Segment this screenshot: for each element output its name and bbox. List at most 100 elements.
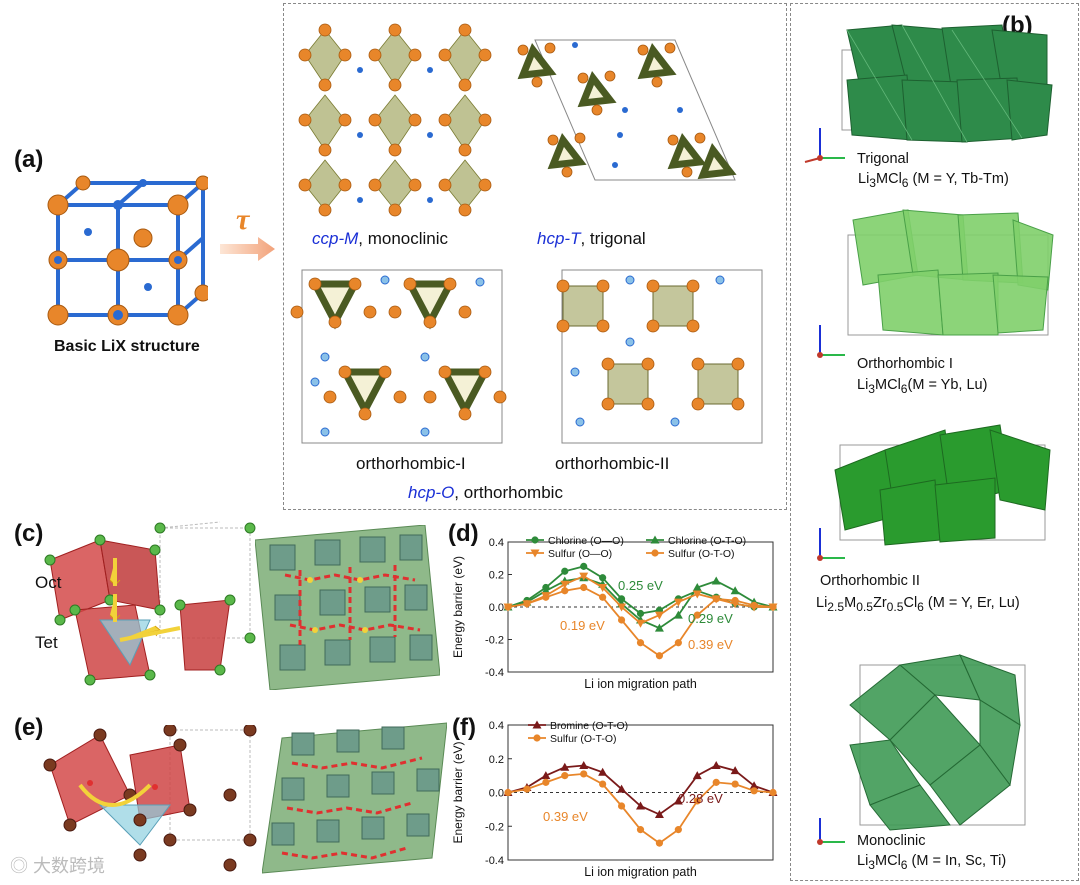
data-point [673, 610, 683, 619]
y-tick-label: -0.4 [485, 667, 504, 679]
panel-label-c: (c) [14, 520, 44, 547]
barrier-annotation: 0.29 eV [688, 611, 733, 626]
panel-a-structures-box [283, 3, 787, 510]
data-point [542, 593, 550, 601]
x-axis-label: Li ion migration path [584, 677, 697, 691]
panel-label-f: (f) [452, 714, 476, 741]
ccp-m-caption: ccp-M, monoclinic [312, 229, 449, 248]
data-point [674, 639, 682, 647]
hcp-o-caption: hcp-O, orthorhombic [408, 483, 563, 502]
series-1 [504, 770, 777, 847]
data-point [712, 595, 720, 603]
data-point [693, 797, 701, 805]
axes-icon-3 [817, 528, 845, 561]
legend-entry: Sulfur (O—O) [548, 548, 612, 560]
y-tick-label: -0.2 [485, 821, 504, 833]
data-point [636, 801, 645, 810]
orthorhombic-ii-formula: Li2.5M0.5Zr0.5Cl6 (M = Y, Er, Lu) [816, 595, 1020, 614]
axes-icon-1 [804, 128, 845, 163]
data-point [636, 826, 645, 834]
y-axis-label: Energy barrier (eV) [451, 741, 465, 843]
data-point [749, 781, 759, 790]
basic-lix-caption: Basic LiX structure [54, 338, 200, 355]
data-point [693, 611, 701, 619]
y-tick-label: 0.4 [489, 720, 504, 732]
data-point [711, 761, 721, 769]
data-point [561, 772, 569, 780]
data-point [561, 587, 569, 595]
monoclinic-formula: Li3MCl6 (M = In, Sc, Ti) [857, 853, 1007, 872]
trigonal-structure-image [841, 24, 1053, 143]
trigonal-label: Trigonal [857, 151, 909, 167]
axes-icon-4 [817, 818, 845, 845]
oct-tet-diagram-image [44, 521, 256, 686]
data-point [712, 778, 720, 786]
chlorine-migration-network-image [255, 525, 440, 690]
data-point [654, 611, 664, 620]
energy-barrier-chart-f: 0.4 0.2 0.0 -0.2 -0.4 Energy barrier (eV) Li i… [451, 720, 778, 879]
legend-entry: Bromine (O-T-O) [550, 720, 628, 732]
data-point [560, 580, 570, 589]
transform-arrow-icon [220, 237, 275, 261]
legend-marker [530, 549, 540, 558]
legend-marker [531, 536, 539, 544]
data-point [692, 771, 702, 780]
data-point [579, 572, 589, 581]
data-point [617, 784, 627, 793]
data-point [769, 603, 777, 611]
panel-label-a: (a) [14, 146, 44, 173]
orthorhombic-ii-image [556, 269, 763, 444]
orthorhombic-ii-label: Orthorhombic II [820, 573, 920, 589]
data-point [750, 601, 758, 609]
data-point [731, 780, 739, 788]
data-point [769, 788, 777, 797]
orthorhombic-ii-structure-image [834, 424, 1051, 546]
hcp-trigonal-image [517, 39, 737, 181]
data-point [580, 583, 588, 592]
legend-entry: Chlorine (O—O) [548, 535, 624, 547]
data-point [655, 839, 664, 847]
data-point [542, 778, 550, 786]
barrier-annotation: 0.19 eV [560, 618, 605, 633]
legend-marker [533, 734, 541, 742]
ccp-monoclinic-image [298, 23, 492, 217]
barrier-annotation: 0.39 eV [688, 637, 733, 652]
data-point [580, 770, 588, 778]
data-point [731, 596, 739, 605]
panel-b-box [790, 3, 1079, 881]
panel-label-e: (e) [14, 714, 44, 741]
legend-entry: Chlorine (O-T-O) [668, 535, 746, 547]
tau-symbol: τ [236, 203, 250, 236]
data-point [673, 598, 683, 607]
data-point [579, 761, 589, 769]
axes-icon-2 [817, 325, 845, 358]
data-point [636, 639, 645, 647]
data-point [599, 574, 607, 582]
basic-lix-structure-image [47, 175, 208, 326]
data-point [730, 586, 740, 595]
panel-label-d: (d) [448, 520, 479, 547]
bromine-migration-network-image [262, 722, 447, 874]
barrier-annotation: 0.39 eV [543, 809, 588, 824]
data-point [692, 583, 702, 591]
data-point [750, 787, 758, 795]
monoclinic-structure-image [849, 654, 1026, 831]
data-point [730, 766, 740, 775]
y-tick-label: 0.2 [489, 754, 504, 766]
data-point [561, 567, 569, 575]
barrier-annotation: 0.28 eV [678, 791, 723, 806]
data-point [541, 771, 551, 780]
y-tick-label: 0.0 [489, 602, 504, 614]
data-point [674, 826, 682, 834]
data-point [599, 593, 607, 601]
legend-marker [532, 720, 542, 729]
legend-entry: Sulfur (O-T-O) [668, 548, 735, 560]
data-point [636, 609, 645, 618]
data-point [673, 796, 683, 805]
energy-barrier-chart-d: 0.4 0.2 0.0 -0.2 -0.4 Energy barrier (eV) Li i… [451, 535, 778, 691]
y-tick-label: -0.2 [485, 635, 504, 647]
bromine-polyhedra-image [43, 725, 257, 872]
data-point [617, 603, 627, 612]
trigonal-formula: Li3MCl6 (M = Y, Tb-Tm) [858, 171, 1009, 190]
orthorhombic-ii-caption: orthorhombic-II [555, 454, 670, 473]
